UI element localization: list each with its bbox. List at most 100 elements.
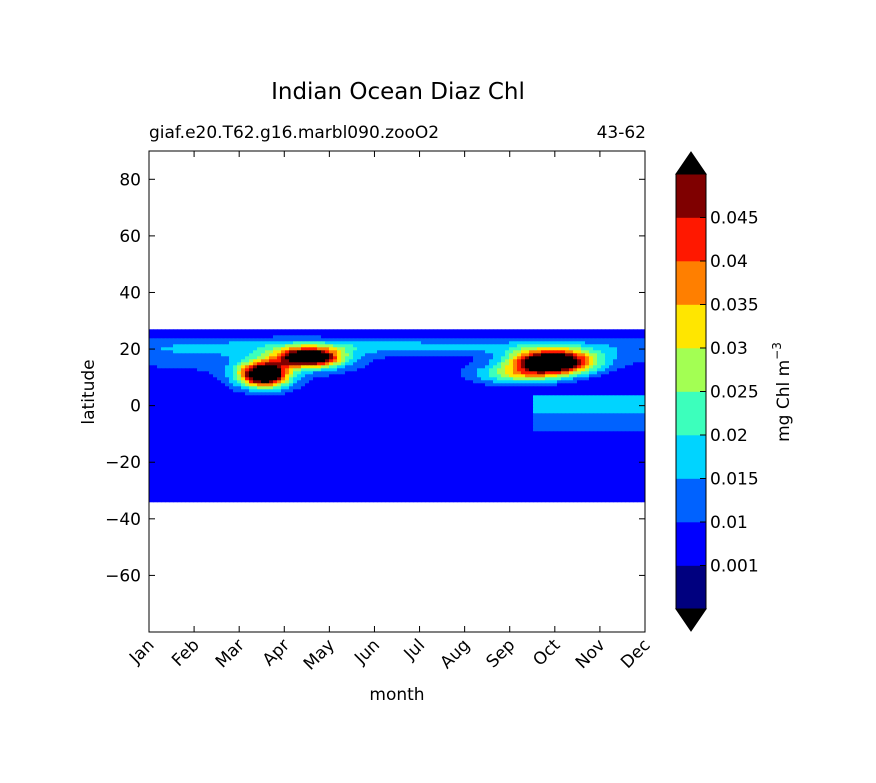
contour-cell — [269, 338, 274, 342]
contour-cell — [469, 389, 474, 393]
contour-cell — [529, 404, 534, 408]
contour-cell — [609, 338, 614, 342]
contour-cell — [629, 440, 634, 444]
contour-cell — [277, 356, 282, 360]
contour-cell — [313, 332, 318, 336]
contour-cell — [613, 365, 618, 369]
contour-cell — [149, 401, 154, 405]
contour-cell — [385, 428, 390, 432]
contour-cell — [609, 359, 614, 363]
contour-cell — [465, 371, 470, 375]
contour-cell — [237, 338, 242, 342]
contour-cell — [313, 443, 318, 447]
contour-cell — [153, 368, 158, 372]
contour-cell — [493, 446, 498, 450]
contour-cell — [469, 440, 474, 444]
contour-cell — [593, 398, 598, 402]
contour-cell — [453, 347, 458, 351]
contour-cell — [241, 377, 246, 381]
contour-cell — [349, 398, 354, 402]
contour-cell — [321, 374, 326, 378]
contour-cell — [561, 341, 566, 345]
contour-cell — [337, 404, 342, 408]
contour-cell — [481, 395, 486, 399]
contour-cell — [325, 407, 330, 411]
contour-cell — [149, 398, 154, 402]
contour-cell — [417, 401, 422, 405]
contour-cell — [533, 353, 538, 357]
contour-cell — [453, 446, 458, 450]
contour-cell — [293, 395, 298, 399]
contour-cell — [421, 332, 426, 336]
contour-cell — [185, 389, 190, 393]
contour-cell — [537, 350, 542, 354]
contour-cell — [349, 335, 354, 339]
contour-cell — [509, 413, 514, 417]
contour-cell — [509, 359, 514, 363]
contour-cell — [605, 434, 610, 438]
contour-cell — [209, 395, 214, 399]
contour-cell — [525, 416, 530, 420]
contour-cell — [537, 404, 542, 408]
contour-cell — [257, 407, 262, 411]
contour-cell — [285, 332, 290, 336]
contour-cell — [633, 332, 638, 336]
contour-cell — [313, 422, 318, 426]
contour-cell — [329, 383, 334, 387]
contour-cell — [301, 422, 306, 426]
contour-cell — [277, 338, 282, 342]
contour-cell — [557, 419, 562, 423]
contour-cell — [153, 341, 158, 345]
contour-cell — [461, 416, 466, 420]
contour-cell — [165, 332, 170, 336]
contour-cell — [557, 404, 562, 408]
contour-cell — [497, 401, 502, 405]
contour-cell — [153, 422, 158, 426]
contour-cell — [153, 392, 158, 396]
contour-cell — [313, 353, 318, 357]
contour-cell — [309, 347, 314, 351]
contour-cell — [617, 332, 622, 336]
contour-cell — [213, 422, 218, 426]
contour-cell — [633, 380, 638, 384]
contour-cell — [397, 431, 402, 435]
contour-cell — [221, 347, 226, 351]
contour-cell — [205, 380, 210, 384]
contour-cell — [169, 350, 174, 354]
contour-cell — [237, 362, 242, 366]
contour-cell — [413, 413, 418, 417]
contour-cell — [293, 353, 298, 357]
contour-cell — [229, 416, 234, 420]
contour-cell — [481, 434, 486, 438]
contour-cell — [353, 434, 358, 438]
contour-cell — [441, 353, 446, 357]
contour-cell — [321, 434, 326, 438]
contour-cell — [177, 416, 182, 420]
contour-cell — [441, 383, 446, 387]
contour-cell — [165, 413, 170, 417]
contour-cell — [261, 338, 266, 342]
contour-cell — [385, 422, 390, 426]
contour-cell — [201, 347, 206, 351]
contour-cell — [221, 344, 226, 348]
contour-cell — [477, 395, 482, 399]
contour-cell — [417, 431, 422, 435]
contour-cell — [317, 332, 322, 336]
contour-cell — [409, 431, 414, 435]
contour-cell — [529, 419, 534, 423]
contour-cell — [457, 368, 462, 372]
contour-cell — [401, 407, 406, 411]
contour-cell — [521, 431, 526, 435]
contour-cell — [569, 434, 574, 438]
contour-cell — [269, 410, 274, 414]
contour-cell — [421, 401, 426, 405]
contour-cell — [501, 422, 506, 426]
contour-cell — [633, 368, 638, 372]
contour-cell — [209, 443, 214, 447]
contour-cell — [601, 332, 606, 336]
contour-cell — [169, 386, 174, 390]
contour-cell — [573, 434, 578, 438]
contour-cell — [545, 386, 550, 390]
contour-cell — [465, 368, 470, 372]
contour-cell — [625, 404, 630, 408]
